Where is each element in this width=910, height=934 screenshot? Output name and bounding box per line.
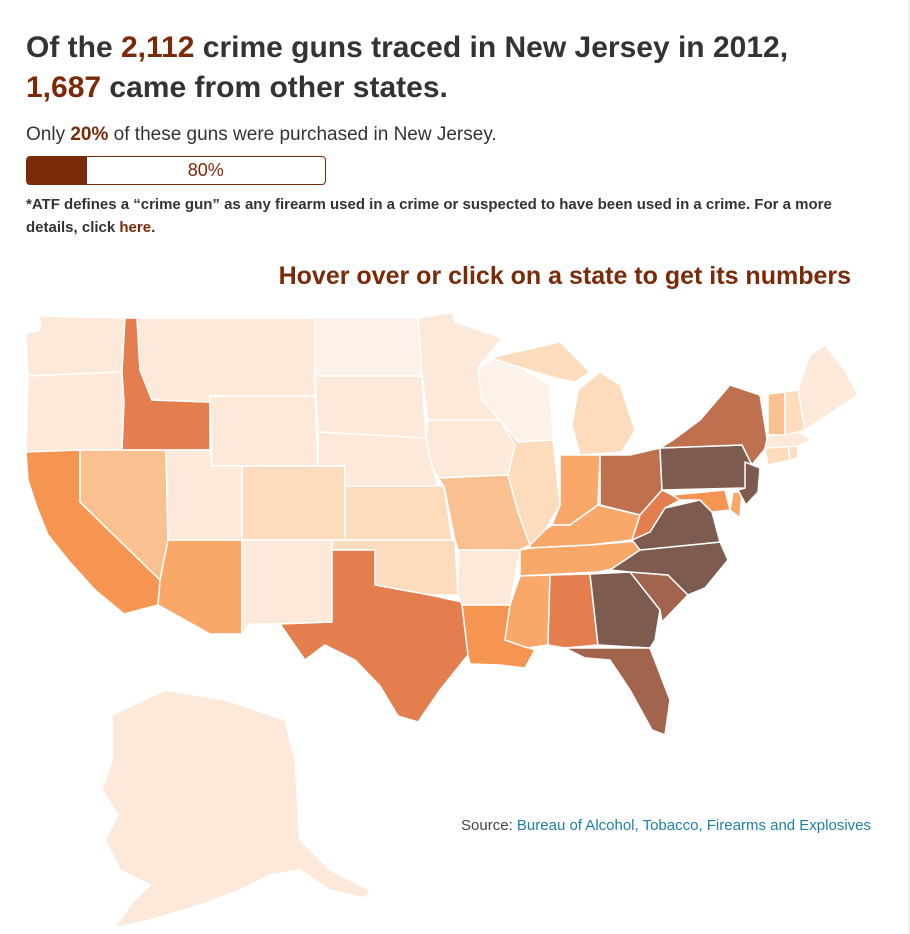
- state-maryland[interactable]: [671, 489, 731, 513]
- state-florida[interactable]: [564, 647, 671, 736]
- state-delaware[interactable]: [729, 491, 743, 519]
- headline-total-count: 2,112: [121, 31, 195, 64]
- state-michigan[interactable]: [489, 341, 636, 456]
- note-text: *ATF defines a “crime gun” as any firear…: [26, 196, 832, 236]
- state-oregon[interactable]: [25, 371, 125, 453]
- state-arkansas[interactable]: [457, 549, 521, 606]
- state-iowa[interactable]: [425, 419, 516, 479]
- state-montana[interactable]: [136, 317, 316, 403]
- us-states-map: [25, 311, 859, 929]
- state-vermont[interactable]: [767, 391, 786, 436]
- subheadline: Only 20% of these guns were purchased in…: [26, 124, 497, 146]
- in-state-share-bar: 80%: [26, 156, 326, 185]
- state-connecticut[interactable]: [764, 445, 791, 466]
- right-edge-divider: [908, 0, 910, 934]
- state-north-dakota[interactable]: [314, 317, 423, 377]
- state-south-dakota[interactable]: [314, 375, 427, 439]
- source-label: Source:: [461, 817, 517, 834]
- source-link[interactable]: Bureau of Alcohol, Tobacco, Firearms and…: [516, 817, 871, 834]
- state-new-jersey[interactable]: [737, 461, 761, 506]
- state-west-virginia[interactable]: [631, 489, 681, 541]
- subhead-percent: 20%: [70, 124, 109, 145]
- note-end: .: [151, 219, 156, 236]
- state-wyoming[interactable]: [209, 395, 319, 467]
- state-washington[interactable]: [25, 315, 126, 377]
- crime-gun-definition-note: *ATF defines a “crime gun” as any firear…: [26, 193, 886, 239]
- state-colorado[interactable]: [241, 465, 346, 541]
- headline-text-2: crime guns traced in New Jersey in 2012,: [194, 31, 789, 64]
- state-new-mexico[interactable]: [241, 539, 333, 635]
- headline: Of the 2,112 crime guns traced in New Je…: [26, 28, 886, 108]
- headline-outside-count: 1,687: [26, 71, 102, 104]
- headline-text-3: came from other states.: [101, 71, 448, 104]
- state-alaska[interactable]: [101, 689, 371, 929]
- headline-text-1: Of the: [26, 31, 121, 64]
- map-instruction: Hover over or click on a state to get it…: [278, 262, 851, 290]
- state-texas[interactable]: [279, 549, 469, 723]
- subhead-text-2: of these guns were purchased in New Jers…: [108, 124, 497, 145]
- state-rhode-island[interactable]: [787, 445, 799, 461]
- source-credit: Source: Bureau of Alcohol, Tobacco, Fire…: [461, 817, 871, 834]
- state-kansas[interactable]: [344, 485, 453, 541]
- state-alabama[interactable]: [547, 573, 599, 649]
- out-of-state-share-label: 80%: [187, 160, 224, 180]
- state-maine[interactable]: [797, 344, 859, 431]
- subhead-text-1: Only: [26, 124, 71, 145]
- state-pennsylvania[interactable]: [659, 444, 753, 491]
- details-link[interactable]: here: [119, 219, 152, 236]
- in-state-share-fill: [27, 157, 87, 184]
- state-arizona[interactable]: [157, 539, 243, 635]
